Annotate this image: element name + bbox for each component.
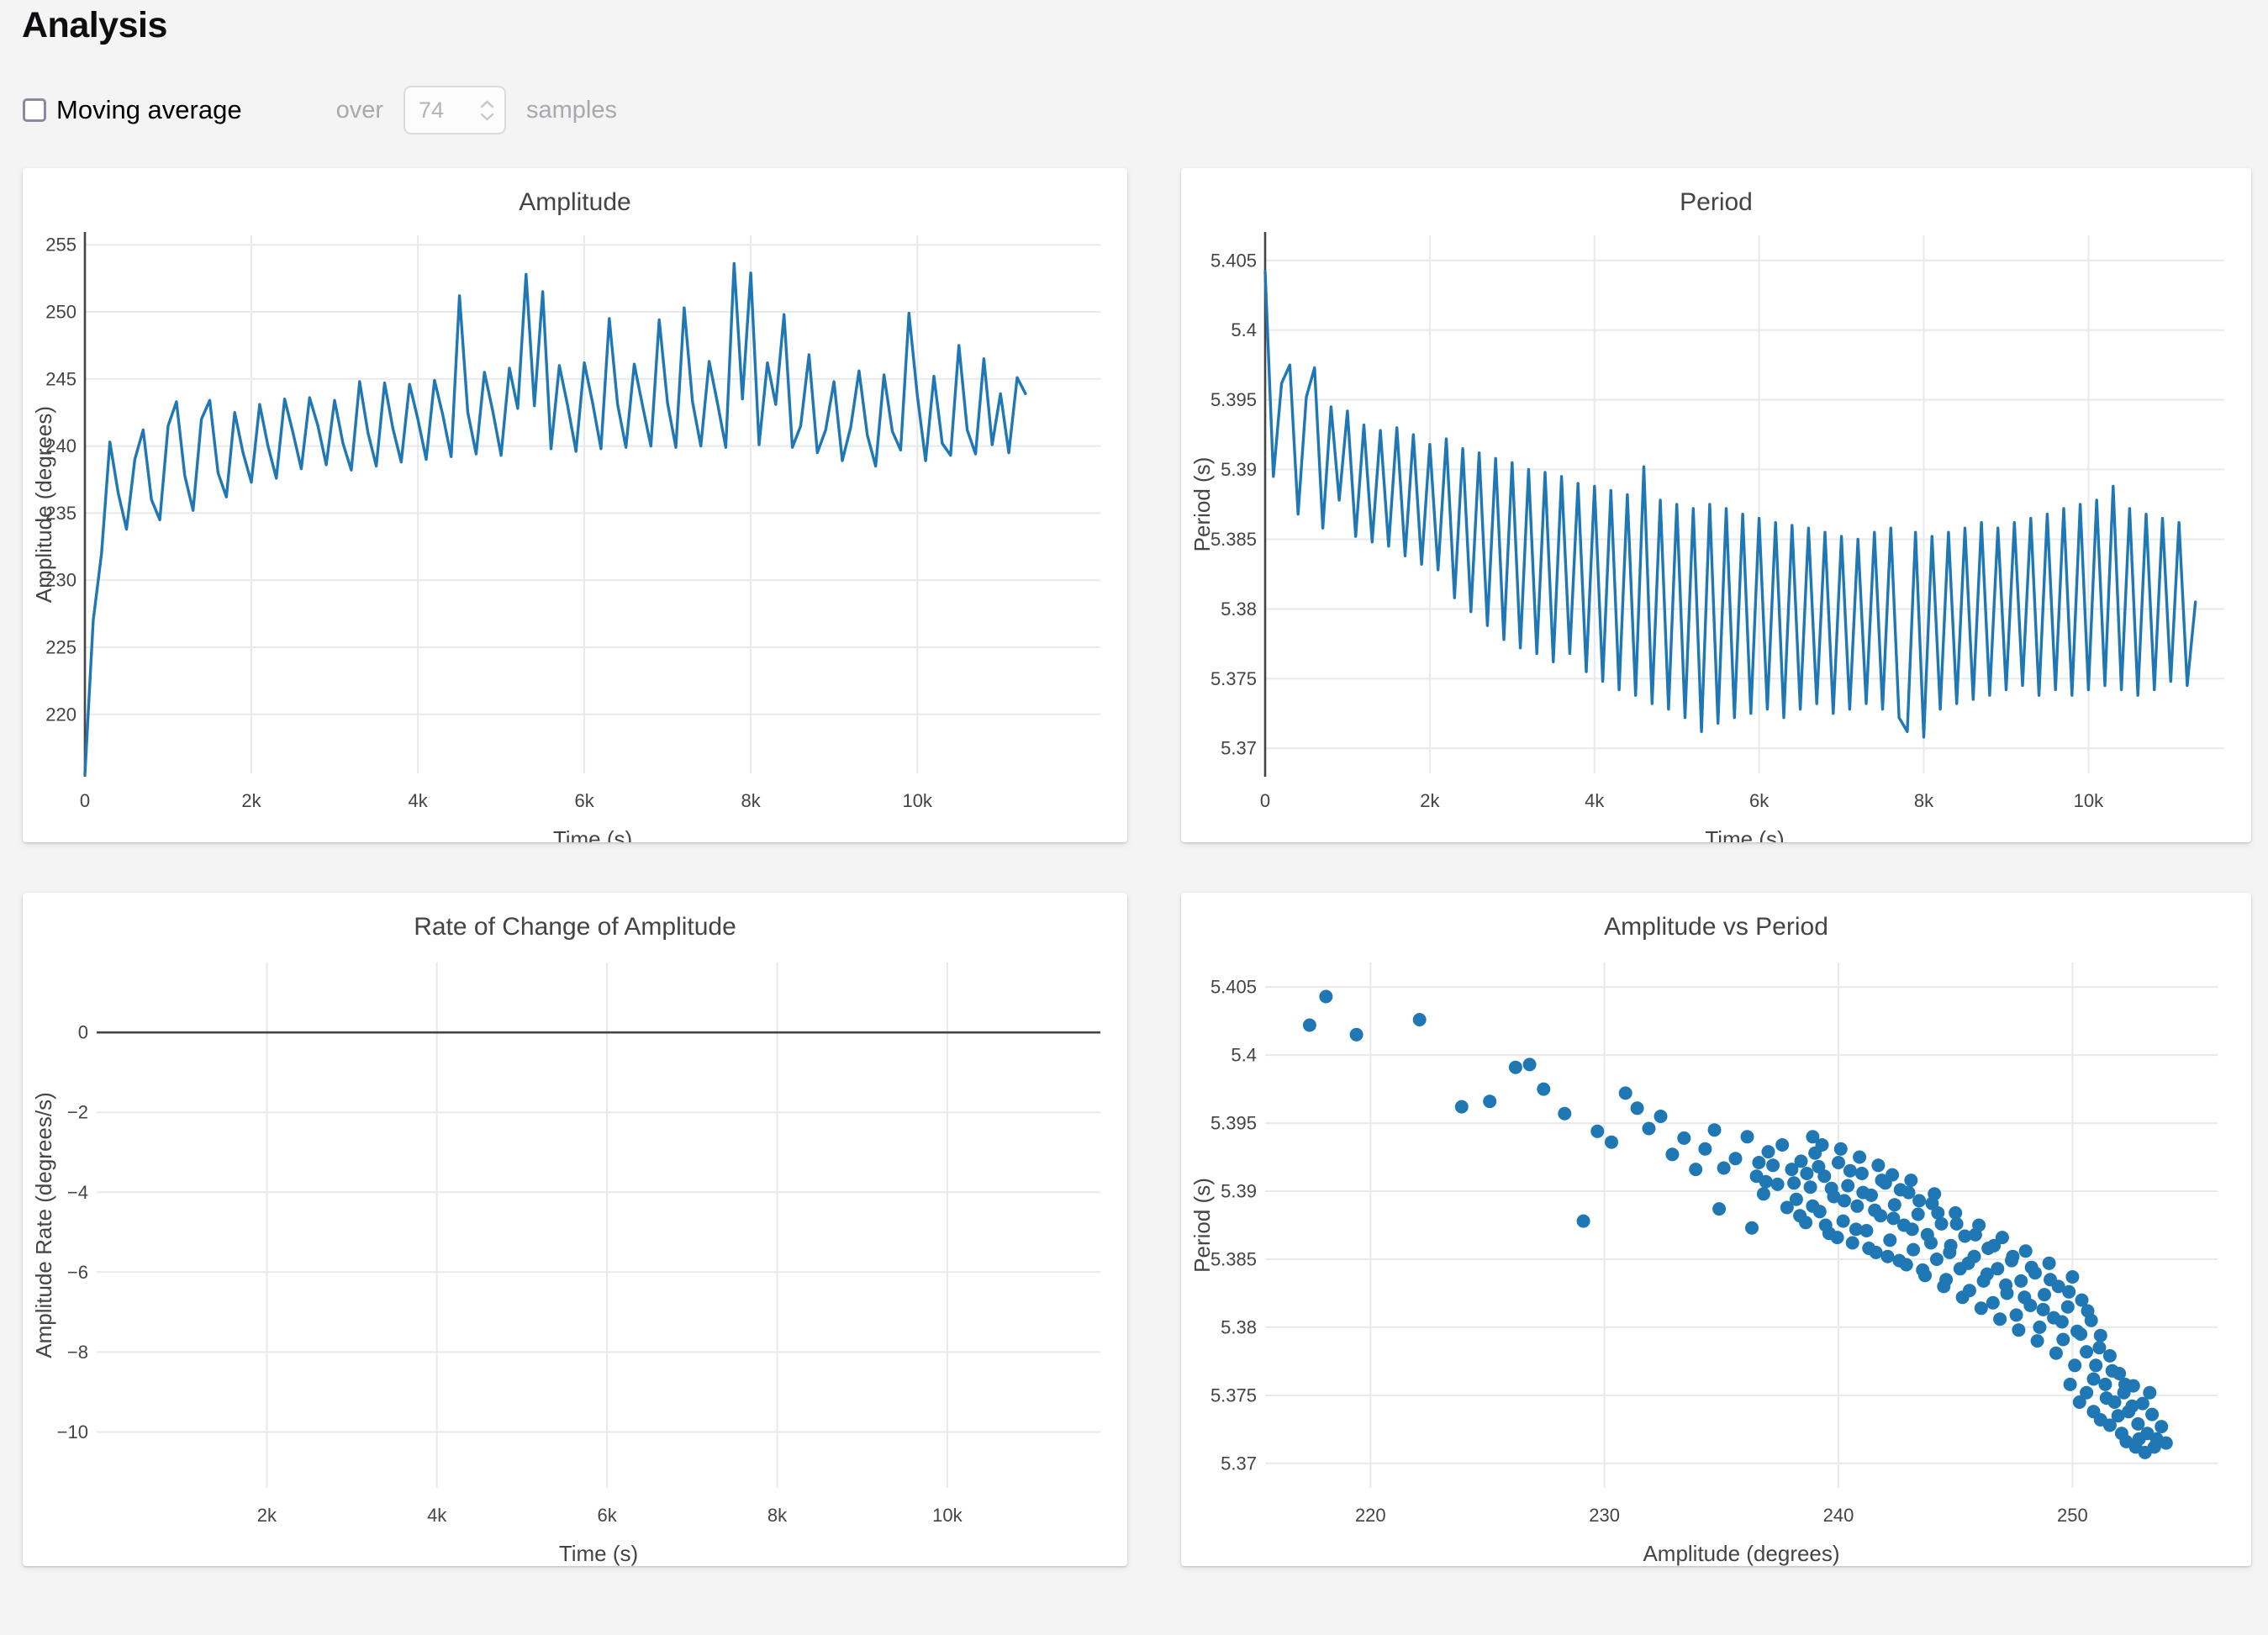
svg-text:−10: −10 [57,1421,88,1442]
svg-text:0: 0 [80,790,90,811]
stepper-arrows-icon [480,99,494,121]
amplitude-rate-chart[interactable]: 2k 4k 6k 8k 10k 0 −2 −4 −6 −8 −10 Rate of Change of… [23,893,1127,1566]
svg-text:240: 240 [1823,1505,1854,1526]
svg-text:5.38: 5.38 [1221,599,1257,620]
svg-text:Rate of Change of Amplitude: Rate of Change of Amplitude [414,913,736,941]
svg-text:Time (s): Time (s) [553,826,632,842]
over-label: over [335,96,383,124]
moving-average-checkbox[interactable] [23,98,46,122]
svg-text:5.405: 5.405 [1210,250,1257,271]
svg-text:2k: 2k [241,790,261,811]
svg-text:10k: 10k [932,1505,963,1526]
svg-text:Amplitude (degrees): Amplitude (degrees) [1643,1541,1839,1566]
svg-text:−4: −4 [67,1182,88,1203]
svg-text:0: 0 [78,1022,88,1043]
svg-text:255: 255 [45,235,76,256]
svg-text:Amplitude (degrees): Amplitude (degrees) [31,406,56,603]
svg-text:5.37: 5.37 [1221,1453,1257,1474]
svg-text:10k: 10k [902,790,932,811]
svg-text:−8: −8 [67,1342,88,1363]
svg-text:5.375: 5.375 [1210,1384,1257,1406]
svg-text:5.385: 5.385 [1210,1249,1257,1270]
svg-text:225: 225 [45,637,76,658]
svg-text:250: 250 [2057,1505,2088,1526]
chevron-up-icon [480,99,494,108]
svg-text:5.4: 5.4 [1231,319,1257,340]
svg-text:230: 230 [1589,1505,1620,1526]
svg-text:8k: 8k [767,1505,788,1526]
svg-text:0: 0 [1260,790,1270,811]
svg-text:Amplitude vs Period: Amplitude vs Period [1604,913,1828,941]
svg-text:2k: 2k [257,1505,277,1526]
svg-text:235: 235 [45,503,76,524]
page-title: Analysis [22,5,167,45]
svg-text:Period: Period [1680,188,1753,216]
svg-text:5.37: 5.37 [1221,738,1257,759]
svg-text:5.395: 5.395 [1210,389,1257,410]
svg-text:5.38: 5.38 [1221,1316,1257,1337]
svg-text:−2: −2 [67,1102,88,1123]
svg-text:220: 220 [45,704,76,725]
svg-text:5.375: 5.375 [1210,668,1257,689]
svg-text:8k: 8k [741,790,761,811]
svg-text:5.395: 5.395 [1210,1113,1257,1134]
svg-text:5.405: 5.405 [1210,977,1257,998]
svg-text:250: 250 [45,302,76,323]
svg-text:220: 220 [1355,1505,1386,1526]
chevron-down-icon [480,113,494,121]
analysis-controls: Moving average over 74 samples [23,84,617,136]
svg-text:4k: 4k [408,790,428,811]
svg-text:Amplitude: Amplitude [519,188,630,216]
svg-text:4k: 4k [427,1505,447,1526]
amplitude-vs-period-chart[interactable]: 220 230 240 250 5.37 5.375 5.38 5.385 5.39 5.395 5… [1181,893,2251,1566]
svg-text:5.4: 5.4 [1231,1045,1257,1066]
svg-text:6k: 6k [574,790,594,811]
period-chart-panel: 0 2k 4k 6k 8k 10k 5.37 5.375 5.38 5.385 5.39 5.395 5… [1181,168,2251,842]
svg-text:6k: 6k [1749,790,1770,811]
svg-text:5.385: 5.385 [1210,529,1257,550]
svg-text:240: 240 [45,435,76,456]
svg-text:10k: 10k [2074,790,2104,811]
period-chart[interactable]: 0 2k 4k 6k 8k 10k 5.37 5.375 5.38 5.385 5.39 5.395 5… [1181,168,2251,842]
svg-text:5.39: 5.39 [1221,1181,1257,1202]
svg-text:Time (s): Time (s) [1705,826,1784,842]
amplitude-rate-chart-panel: 2k 4k 6k 8k 10k 0 −2 −4 −6 −8 −10 Rate of Change of… [23,893,1127,1566]
svg-text:6k: 6k [597,1505,617,1526]
svg-text:Amplitude Rate (degrees/s): Amplitude Rate (degrees/s) [31,1092,56,1358]
svg-text:8k: 8k [1914,790,1934,811]
moving-average-label[interactable]: Moving average [56,95,242,124]
svg-text:Period (s): Period (s) [1189,457,1215,552]
svg-text:245: 245 [45,368,76,389]
amplitude-vs-period-chart-panel: 220 230 240 250 5.37 5.375 5.38 5.385 5.39 5.395 5… [1181,893,2251,1566]
svg-text:5.39: 5.39 [1221,459,1257,480]
samples-value: 74 [419,97,445,123]
samples-unit-label: samples [526,96,617,124]
amplitude-chart-panel: 0 2k 4k 6k 8k 10k 220 225 230 235 240 245 250 255 Ampl… [23,168,1127,842]
svg-text:2k: 2k [1420,790,1440,811]
svg-text:−6: −6 [67,1262,88,1283]
svg-text:Period (s): Period (s) [1189,1178,1215,1273]
samples-input: 74 [403,86,506,134]
svg-text:230: 230 [45,570,76,591]
svg-text:4k: 4k [1585,790,1605,811]
svg-text:Time (s): Time (s) [559,1541,638,1566]
amplitude-chart[interactable]: 0 2k 4k 6k 8k 10k 220 225 230 235 240 245 250 255 Ampl… [23,168,1127,842]
